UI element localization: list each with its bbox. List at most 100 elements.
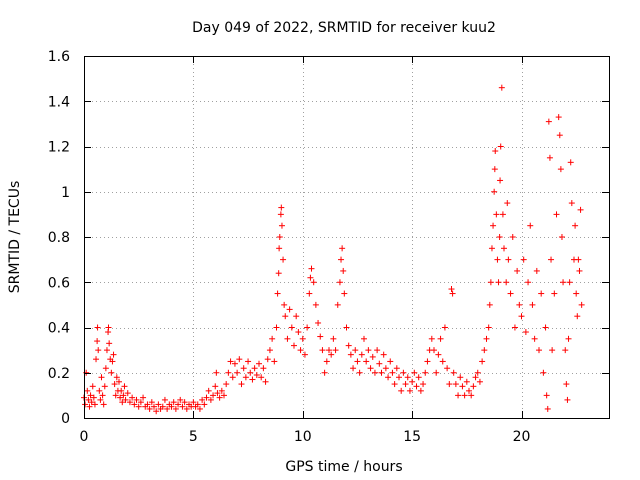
y-tick-label: 1 bbox=[61, 185, 70, 201]
chart-title: Day 049 of 2022, SRMTID for receiver kuu… bbox=[192, 20, 496, 36]
data-point bbox=[304, 324, 311, 331]
data-point bbox=[494, 256, 501, 263]
data-point bbox=[91, 401, 98, 408]
x-tick-label: 20 bbox=[513, 429, 531, 445]
data-point bbox=[347, 351, 354, 358]
data-point bbox=[404, 374, 411, 381]
data-point bbox=[94, 324, 101, 331]
data-point bbox=[565, 335, 572, 342]
data-point bbox=[367, 365, 374, 372]
data-point bbox=[190, 399, 197, 406]
data-point bbox=[214, 390, 221, 397]
data-point bbox=[280, 256, 287, 263]
data-point bbox=[472, 374, 479, 381]
data-point bbox=[216, 394, 223, 401]
data-point bbox=[203, 394, 210, 401]
data-point bbox=[341, 290, 348, 297]
data-point bbox=[321, 369, 328, 376]
y-tick-label: 1.2 bbox=[48, 140, 70, 156]
data-point bbox=[133, 396, 140, 403]
data-point bbox=[315, 319, 322, 326]
data-point bbox=[564, 396, 571, 403]
data-point bbox=[509, 234, 516, 240]
data-point bbox=[529, 301, 536, 308]
data-point bbox=[545, 118, 552, 125]
data-point bbox=[278, 204, 285, 211]
data-point bbox=[179, 403, 186, 410]
data-point bbox=[492, 148, 499, 155]
data-point bbox=[295, 329, 302, 336]
data-point bbox=[94, 338, 101, 345]
data-point bbox=[97, 396, 104, 403]
data-point bbox=[234, 369, 241, 376]
data-point bbox=[240, 365, 247, 372]
data-point bbox=[205, 387, 212, 394]
data-point bbox=[122, 396, 129, 403]
data-point bbox=[332, 347, 339, 354]
data-point bbox=[100, 401, 107, 408]
data-point bbox=[459, 383, 466, 390]
data-point bbox=[148, 399, 155, 406]
data-point bbox=[474, 369, 481, 376]
data-point bbox=[391, 381, 398, 388]
data-point bbox=[225, 369, 232, 376]
data-point bbox=[129, 394, 136, 401]
data-point bbox=[497, 177, 504, 184]
data-point bbox=[402, 381, 409, 388]
data-point bbox=[483, 335, 490, 342]
data-point bbox=[576, 267, 583, 274]
data-point bbox=[549, 347, 556, 354]
y-tick-label: 0 bbox=[61, 411, 70, 427]
data-point bbox=[538, 290, 545, 297]
data-point bbox=[374, 347, 381, 354]
data-point bbox=[380, 351, 387, 358]
data-point bbox=[350, 365, 357, 372]
data-point bbox=[229, 374, 236, 381]
data-point bbox=[144, 401, 151, 408]
data-point bbox=[102, 365, 109, 372]
data-point bbox=[288, 324, 295, 331]
data-point bbox=[90, 394, 97, 401]
data-point bbox=[385, 374, 392, 381]
data-point bbox=[343, 324, 350, 331]
data-point bbox=[382, 365, 389, 372]
data-point bbox=[422, 369, 429, 376]
data-point bbox=[201, 401, 208, 408]
data-point bbox=[497, 143, 504, 150]
data-point bbox=[415, 374, 422, 381]
data-point bbox=[511, 324, 518, 331]
data-point bbox=[98, 374, 105, 381]
data-point bbox=[221, 392, 227, 399]
y-axis: 0 0.2 0.4 0.6 0.8 1 1.2 1.4 1.6 bbox=[48, 49, 609, 427]
data-point bbox=[155, 401, 162, 408]
data-point bbox=[266, 347, 273, 354]
data-point bbox=[354, 358, 361, 365]
data-point bbox=[542, 324, 549, 331]
data-point bbox=[433, 369, 440, 376]
data-point bbox=[276, 245, 283, 252]
data-point bbox=[387, 358, 394, 365]
data-point bbox=[183, 405, 190, 412]
data-point bbox=[93, 356, 100, 363]
data-point bbox=[378, 369, 385, 376]
data-point bbox=[306, 290, 313, 297]
data-point bbox=[218, 387, 225, 394]
data-point bbox=[153, 408, 160, 415]
data-point bbox=[486, 301, 493, 308]
data-point bbox=[490, 222, 497, 229]
data-point bbox=[118, 387, 125, 394]
data-point bbox=[110, 351, 117, 358]
y-tick-label: 0.4 bbox=[48, 321, 70, 337]
data-point bbox=[446, 381, 453, 388]
data-point bbox=[82, 401, 89, 408]
data-point bbox=[338, 256, 345, 263]
data-point bbox=[363, 358, 370, 365]
data-point bbox=[247, 369, 254, 376]
y-tick-label: 1.6 bbox=[48, 49, 70, 65]
data-point bbox=[223, 381, 230, 388]
y-tick-label: 0.8 bbox=[48, 230, 70, 246]
data-point bbox=[461, 392, 468, 399]
data-point bbox=[411, 369, 418, 376]
data-point bbox=[476, 378, 483, 385]
data-point bbox=[194, 401, 201, 408]
